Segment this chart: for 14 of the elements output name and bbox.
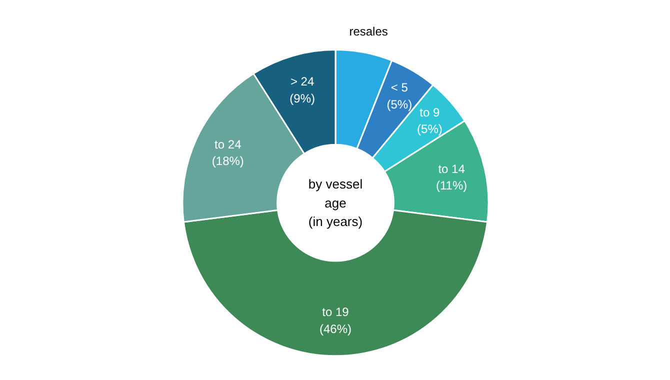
- slice-label: to 24: [214, 137, 242, 152]
- data-label: (5%): [417, 122, 442, 136]
- slice-label: < 5: [390, 80, 408, 95]
- slice-label: to 9: [420, 105, 440, 120]
- data-label: (18%): [212, 154, 244, 168]
- slice-label: resales: [349, 24, 388, 39]
- data-label: (11%): [436, 178, 468, 193]
- slice-label: to 14: [438, 162, 466, 176]
- data-label: (9%): [290, 91, 315, 106]
- text: by vessel age (in years): [308, 176, 363, 230]
- data-label: (46%): [319, 322, 352, 336]
- slice-label: > 24: [290, 74, 314, 89]
- slice-label: to 19: [322, 304, 350, 319]
- data-label: (5%): [386, 97, 412, 112]
